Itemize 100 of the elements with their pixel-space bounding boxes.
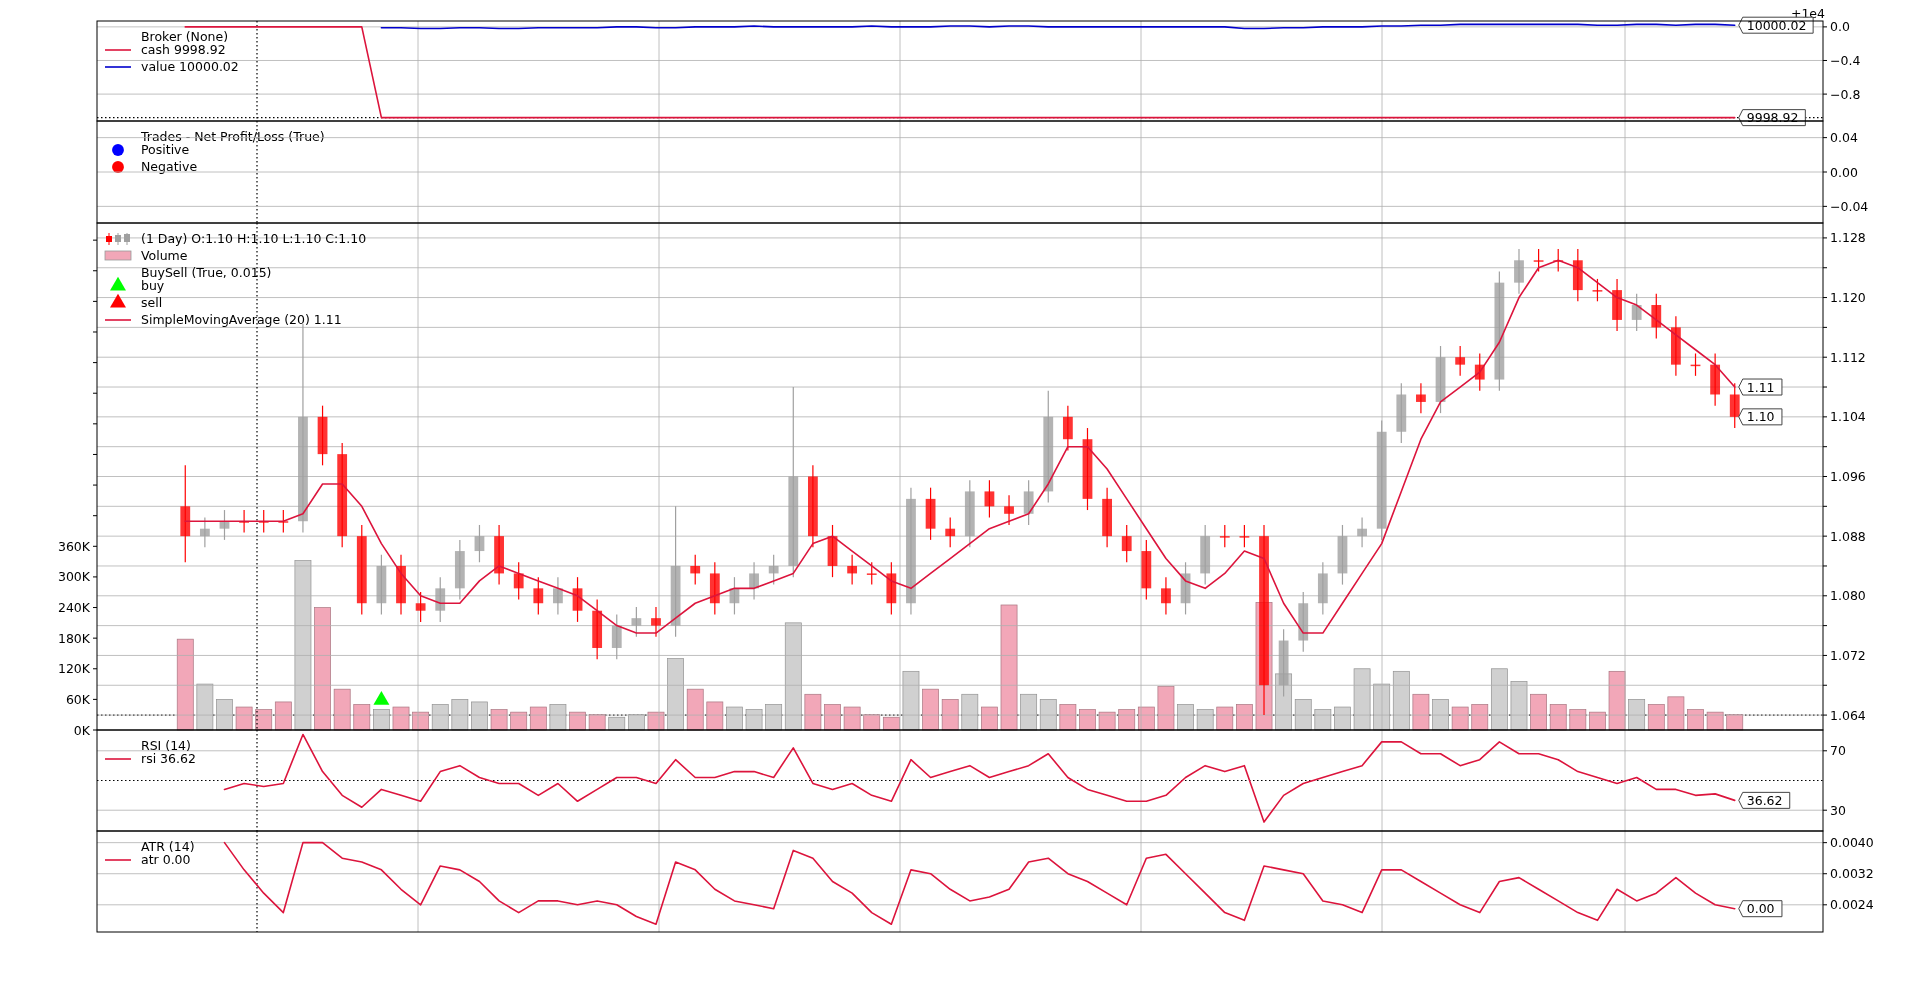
bar	[1510, 681, 1528, 731]
bar	[726, 706, 743, 731]
bar	[333, 688, 351, 731]
legend-label: Positive	[141, 142, 190, 157]
bar	[1294, 699, 1312, 731]
candlestick	[1514, 248, 1524, 295]
y-tick-label: 1.080	[1830, 588, 1866, 604]
bar	[1667, 696, 1685, 731]
legend-title: BuySell (True, 0.015)	[141, 265, 272, 280]
bar	[1039, 699, 1057, 731]
candlestick	[1533, 248, 1544, 273]
bar	[1530, 693, 1547, 731]
y-tick-label: 0K	[73, 722, 91, 738]
candlestick	[1239, 524, 1250, 548]
y-tick-label: −0.8	[1830, 86, 1861, 102]
annotation: 1.10	[1746, 409, 1775, 425]
candlestick	[1455, 345, 1466, 377]
legend-title: ATR (14)	[141, 839, 195, 854]
y-tick-label: 1.072	[1830, 647, 1866, 663]
y-tick-label: 0.0032	[1830, 866, 1874, 882]
candlestick	[847, 554, 858, 586]
candlestick	[1631, 293, 1642, 332]
bar	[451, 699, 469, 731]
legend-label: value 10000.02	[141, 59, 239, 74]
line-series	[223, 733, 1736, 823]
candlestick	[651, 606, 661, 638]
y-tick-label: 0.0	[1830, 19, 1850, 35]
candlestick	[749, 561, 759, 601]
candlestick	[553, 576, 563, 616]
bar	[1628, 699, 1646, 731]
bar	[1353, 668, 1371, 731]
candlestick	[611, 613, 622, 660]
annotation: 1.11	[1746, 379, 1775, 395]
bar	[941, 699, 959, 731]
bar	[1314, 709, 1332, 731]
candlestick	[1121, 524, 1132, 563]
candlestick	[631, 606, 642, 638]
bar	[902, 670, 920, 731]
bar	[686, 688, 704, 731]
candlestick	[690, 554, 701, 586]
bar	[1196, 709, 1214, 731]
bar	[1098, 711, 1116, 731]
bar	[1216, 706, 1234, 731]
y-tick-label: 1.120	[1830, 290, 1866, 306]
y-tick-label: 300K	[57, 569, 91, 585]
legend-label: sell	[141, 295, 163, 310]
line-series	[223, 841, 1736, 926]
bar	[1569, 709, 1587, 731]
bar	[392, 706, 410, 731]
bar	[784, 622, 802, 731]
candlestick	[1161, 576, 1171, 616]
y-tick-label: 1.088	[1830, 528, 1866, 544]
candlestick	[984, 479, 995, 519]
y-tick-label: 70	[1830, 743, 1846, 759]
y-tick-label: 1.112	[1830, 349, 1866, 365]
bar	[471, 701, 488, 731]
text: 0.00	[1830, 164, 1858, 180]
bar	[745, 709, 763, 731]
legend-label: atr 0.00	[141, 852, 191, 867]
candlestick	[533, 576, 544, 616]
legend-label: cash 9998.92	[141, 42, 226, 57]
legend-title: RSI (14)	[141, 738, 191, 753]
candlestick	[513, 561, 524, 601]
candlestick	[1357, 516, 1367, 548]
bar	[274, 701, 292, 731]
y-tick-label: 0.0024	[1830, 897, 1874, 913]
legend-label: (1 Day) O:1.10 H:1.10 L:1.10 C:1.10	[141, 231, 367, 246]
candlestick	[768, 554, 779, 586]
bar	[176, 638, 194, 731]
legend-label: Volume	[141, 248, 188, 263]
candlestick	[1004, 494, 1014, 526]
bar	[1392, 670, 1410, 731]
y-tick-label: 1.104	[1830, 409, 1866, 425]
legend-title: Broker (None)	[141, 29, 229, 44]
bar	[294, 560, 312, 731]
bar	[490, 709, 508, 731]
candlestick	[1219, 524, 1230, 548]
y-tick-label: 240K	[57, 600, 91, 616]
bar	[1490, 668, 1508, 731]
y-tick-label: 1.096	[1830, 469, 1866, 484]
candlestick	[1023, 479, 1034, 526]
bar	[804, 693, 822, 731]
candlestick	[945, 516, 956, 548]
bar	[1334, 706, 1351, 731]
bar	[1432, 699, 1449, 731]
candlestick	[415, 591, 426, 623]
candlestick	[199, 516, 210, 548]
bar	[922, 688, 939, 731]
legend-label: buy	[141, 278, 165, 293]
bar	[1059, 704, 1077, 731]
annotation: 36.62	[1746, 792, 1783, 808]
bar	[1451, 706, 1469, 731]
bar	[843, 706, 861, 731]
bar	[529, 706, 547, 731]
candlestick	[1729, 382, 1740, 429]
bar	[1412, 693, 1430, 731]
legend-title: Trades - Net Profit/Loss (True)	[140, 129, 325, 144]
candlestick	[1592, 278, 1603, 302]
bar	[706, 701, 724, 731]
bar	[1706, 711, 1724, 731]
